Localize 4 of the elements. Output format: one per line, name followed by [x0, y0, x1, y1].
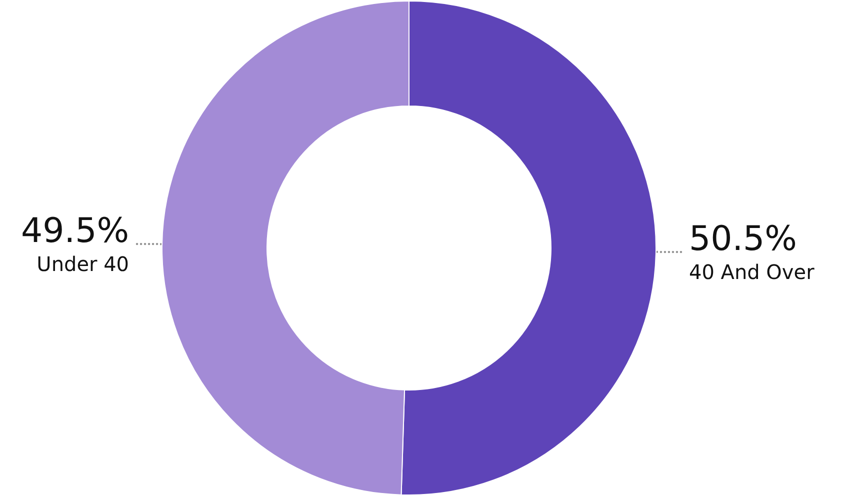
slice-label: Under 40 [36, 252, 130, 276]
data-label: 50.5% [688, 218, 797, 259]
data-label: 49.5% [21, 211, 130, 252]
slice-label: 40 And Over [688, 260, 816, 284]
